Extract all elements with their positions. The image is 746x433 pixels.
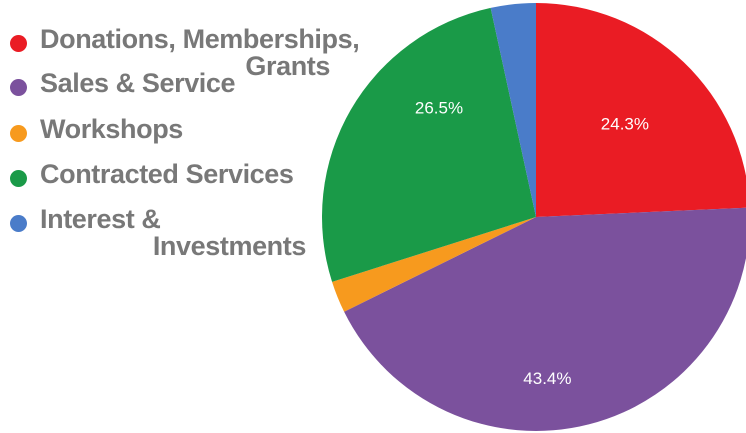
- legend-label-sales-service: Sales & Service: [40, 68, 236, 98]
- pie-slice-interest-investments: [490, 2, 536, 217]
- legend-swatch-interest-investments: [10, 215, 27, 232]
- legend-label-contracted-services: Contracted Services: [40, 159, 294, 189]
- legend-label-interest-investments: Interest & Investments: [40, 204, 306, 261]
- pie-slice-sales-service: [344, 207, 746, 431]
- pie-slice-contracted-services: [321, 7, 536, 282]
- chart-legend: Donations, Memberships, Grants Sales & Se…: [0, 0, 360, 433]
- legend-swatch-donations: [10, 35, 27, 52]
- pie-slice-donations: [536, 3, 746, 217]
- legend-label-donations: Donations, Memberships, Grants: [40, 24, 360, 81]
- slice-value-label-donations: 24.3%: [601, 114, 649, 133]
- legend-swatch-workshops: [10, 125, 27, 142]
- pie-slice-workshops: [332, 217, 536, 312]
- legend-swatch-contracted-services: [10, 170, 27, 187]
- slice-value-label-contracted-services: 26.5%: [415, 99, 463, 118]
- legend-label-workshops: Workshops: [40, 114, 183, 144]
- legend-swatch-sales-service: [10, 79, 27, 96]
- slice-value-label-sales-service: 43.4%: [523, 369, 571, 388]
